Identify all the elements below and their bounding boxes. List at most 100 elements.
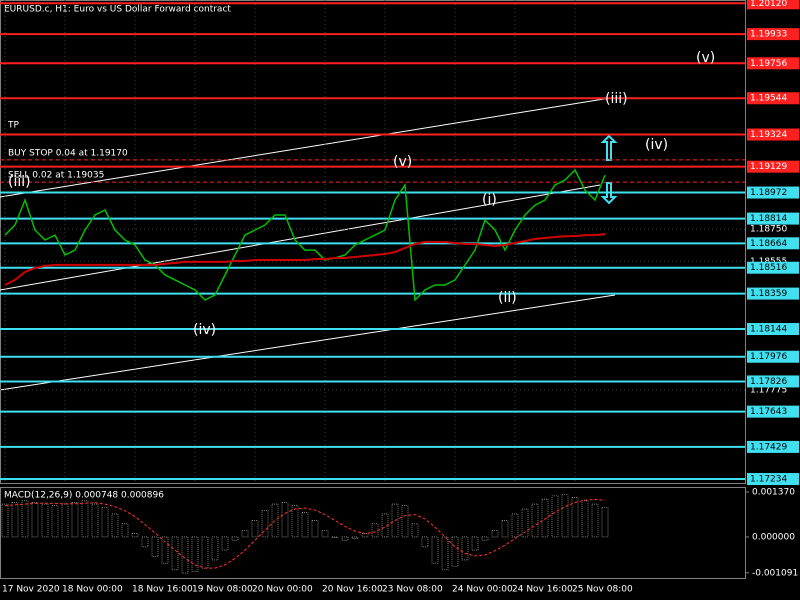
level-label: 1.19933 — [750, 30, 787, 40]
wave-label: TP — [7, 121, 19, 131]
level-label-box — [747, 261, 799, 274]
level-label-box — [747, 28, 799, 41]
macd-bar — [231, 536, 239, 541]
macd-bar — [321, 530, 329, 538]
macd-bar — [561, 493, 569, 538]
macd-bar — [251, 520, 259, 538]
macd-bar — [261, 510, 269, 538]
level-label: 1.19324 — [750, 130, 787, 140]
wave-label: (iv) — [645, 137, 668, 153]
x-tick-label: 24 Nov 00:00 — [452, 585, 513, 595]
level-label-box — [747, 0, 799, 10]
macd-bar — [301, 512, 309, 538]
level-label: 1.18814 — [750, 214, 787, 224]
level-label: 1.18516 — [750, 263, 787, 273]
macd-bar — [481, 536, 489, 541]
wave-label: (v) — [696, 50, 715, 66]
level-label-box — [747, 92, 799, 105]
level-label: 1.17429 — [750, 442, 787, 452]
moving-average — [4, 233, 606, 286]
macd-frame — [0, 487, 746, 579]
wave-label: (iii) — [8, 174, 31, 190]
x-tick-label: 20 Nov 16:00 — [322, 585, 383, 595]
level-label-box — [747, 160, 799, 173]
level-label-box — [747, 287, 799, 300]
macd-bar — [91, 503, 99, 538]
macd-bar — [331, 536, 339, 538]
macd-bar — [121, 523, 129, 538]
macd-bar — [571, 497, 579, 538]
main-frame — [0, 0, 746, 484]
macd-bar — [471, 536, 479, 551]
x-tick-label: 24 Nov 16:00 — [512, 585, 573, 595]
order-label: BUY STOP 0.04 at 1.19170 — [8, 148, 128, 158]
chart-title: EURUSD.c, H1: Euro vs US Dollar Forward … — [4, 5, 231, 15]
macd-bar — [211, 536, 219, 561]
macd-bar — [431, 536, 439, 564]
macd-bar — [71, 502, 79, 538]
macd-bar — [401, 505, 409, 538]
macd-title: MACD(12,26,9) 0.000748 0.000896 — [4, 491, 164, 501]
macd-bar — [141, 536, 149, 548]
level-label-box — [747, 440, 799, 453]
y-tick-label: 0.001370 — [752, 487, 795, 497]
macd-bar — [441, 536, 449, 571]
macd-bar — [531, 503, 539, 538]
macd-bar — [111, 513, 119, 538]
macd-bar — [21, 500, 29, 538]
macd-bar — [381, 513, 389, 538]
macd-bar — [451, 536, 459, 567]
macd-bar — [581, 500, 589, 538]
level-label: 1.18972 — [750, 188, 787, 198]
macd-bar — [31, 502, 39, 538]
level-label-box — [747, 473, 799, 486]
level-label-box — [747, 57, 799, 70]
macd-bar — [101, 507, 109, 538]
macd-bar — [11, 502, 19, 538]
wave-label: (v) — [393, 154, 412, 170]
channel-line — [0, 294, 616, 391]
macd-bar — [171, 536, 179, 571]
level-label: 1.17976 — [750, 352, 787, 362]
level-label: 1.20120 — [750, 0, 787, 9]
level-label: 1.17234 — [750, 475, 787, 485]
macd-bar — [501, 520, 509, 538]
level-label-box — [747, 128, 799, 141]
macd-bar — [41, 503, 49, 538]
channel-line — [0, 97, 611, 198]
price-line — [4, 168, 606, 302]
wave-label: (iii) — [605, 91, 628, 107]
macd-bar — [541, 498, 549, 538]
wave-label: (iv) — [193, 322, 216, 338]
level-label-box — [747, 350, 799, 363]
x-tick-label: 19 Nov 08:00 — [192, 585, 253, 595]
y-tick-label: 1.18750 — [750, 225, 787, 235]
level-label: 1.17643 — [750, 407, 787, 417]
macd-bar — [221, 536, 229, 551]
y-tick-label: 1.17775 — [750, 385, 787, 395]
macd-bar — [271, 503, 279, 538]
macd-bar — [491, 530, 499, 538]
level-label-box — [747, 323, 799, 336]
wave-label: (ii) — [498, 290, 517, 306]
macd-bar — [1, 503, 9, 538]
macd-bar — [411, 523, 419, 538]
level-label: 1.18664 — [750, 239, 787, 249]
x-tick-label: 23 Nov 08:00 — [382, 585, 443, 595]
wave-label: (i) — [482, 192, 497, 208]
signal-line — [4, 498, 606, 569]
level-label-box — [747, 186, 799, 199]
level-label-box — [747, 237, 799, 250]
order-label: SELL 0.02 at 1.19035 — [8, 171, 104, 181]
level-label-box — [747, 405, 799, 418]
macd-bar — [241, 530, 249, 538]
macd-bar — [341, 536, 349, 541]
x-tick-label: 17 Nov 2020 — [2, 585, 60, 595]
level-label: 1.19129 — [750, 162, 787, 172]
macd-bar — [191, 536, 199, 572]
x-tick-label: 25 Nov 08:00 — [572, 585, 633, 595]
level-label: 1.17826 — [750, 377, 787, 387]
macd-bar — [181, 536, 189, 574]
level-label-box — [747, 375, 799, 388]
